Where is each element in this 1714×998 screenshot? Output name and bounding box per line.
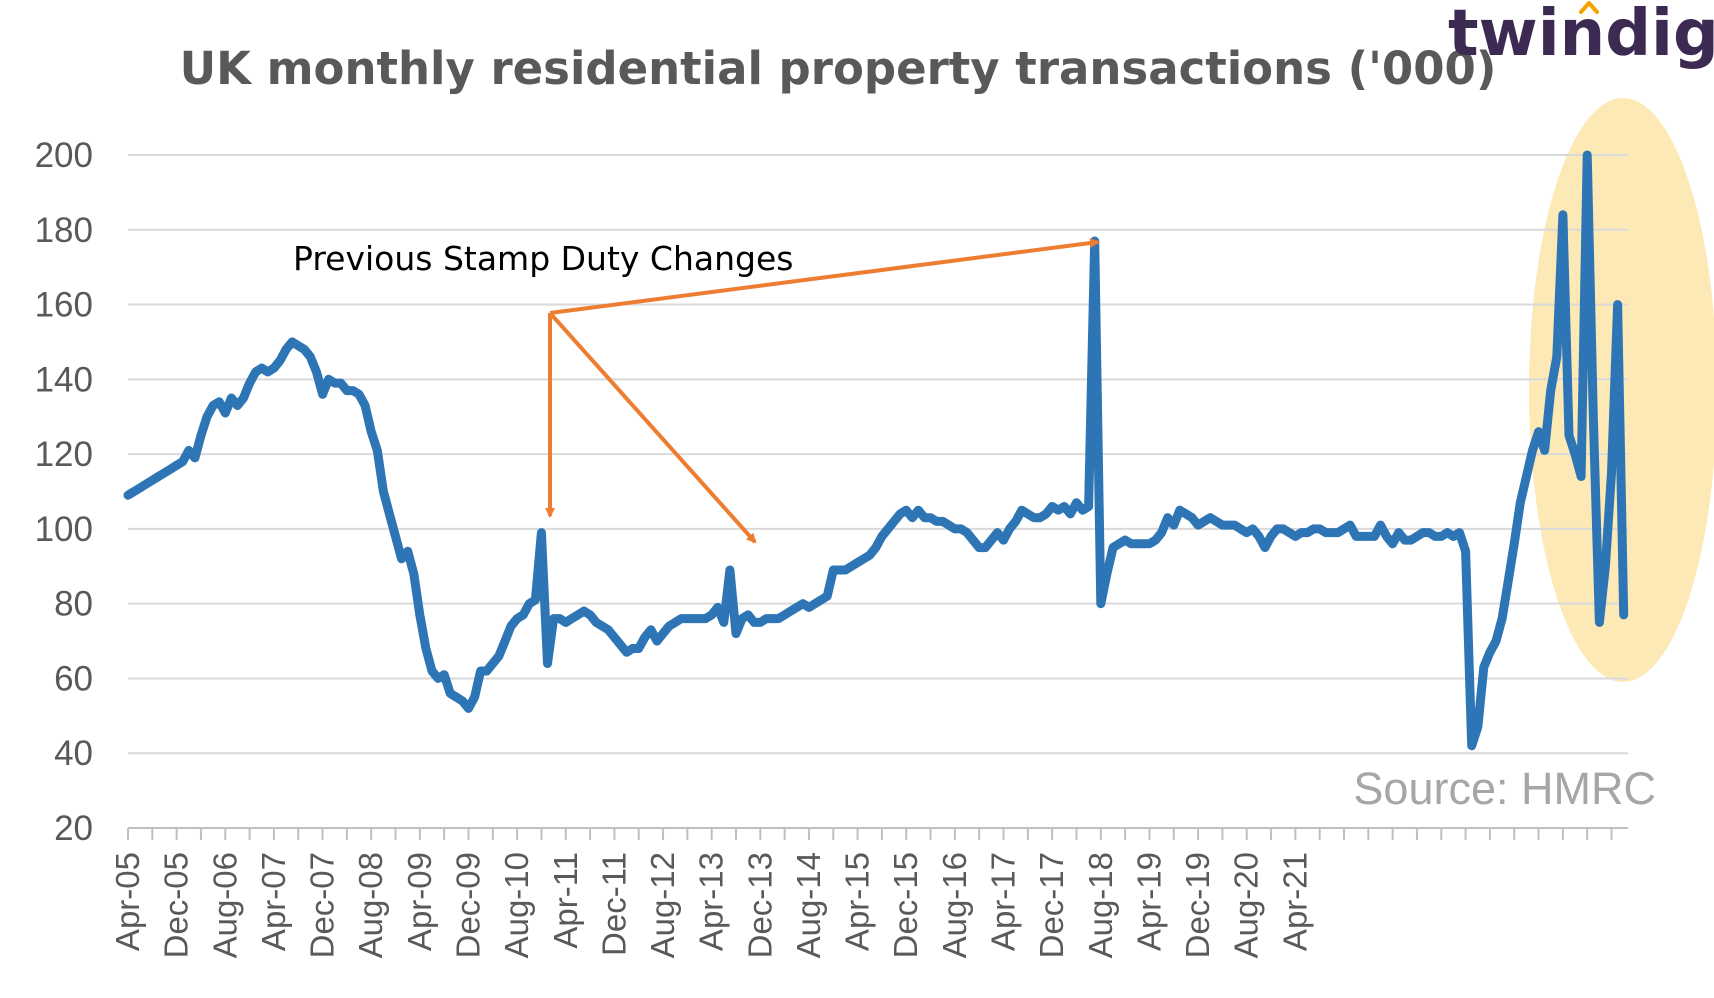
x-tick-label: Dec-07	[304, 852, 341, 958]
x-tick-label: Apr-17	[985, 852, 1022, 951]
x-tick-label: Dec-13	[741, 852, 778, 958]
logo-accent-icon	[1579, 1, 1599, 14]
x-tick-label: Dec-17	[1033, 852, 1070, 958]
x-tick-label: Dec-15	[887, 852, 924, 958]
y-tick-label: 60	[54, 659, 93, 698]
x-tick-label: Dec-11	[595, 852, 632, 956]
y-tick-label: 160	[35, 286, 93, 325]
annotation-label: Previous Stamp Duty Changes	[293, 239, 793, 278]
y-tick-label: 140	[35, 360, 93, 399]
x-tick-label: Apr-05	[109, 852, 146, 951]
arrow-to-mar-16	[549, 238, 1100, 315]
x-tick-label: Apr-21	[1276, 852, 1313, 951]
x-axis-ticks	[127, 828, 1613, 840]
chart-title: UK monthly residential property transact…	[180, 42, 1497, 95]
source-note: Source: HMRC	[1353, 763, 1656, 814]
x-tick-label: Dec-19	[1179, 852, 1216, 958]
x-axis-labels: Apr-05 Dec-05 Aug-06 Apr-07 Dec-07 Aug-08 Apr-…	[109, 852, 1313, 958]
x-tick-label: Apr-19	[1130, 852, 1167, 951]
x-tick-label: Dec-05	[158, 852, 195, 958]
x-tick-label: Apr-13	[693, 852, 730, 951]
x-tick-label: Aug-14	[790, 852, 827, 958]
x-tick-label: Apr-11	[547, 852, 584, 949]
x-tick-label: Apr-09	[401, 852, 438, 951]
x-tick-label: Aug-06	[206, 852, 243, 958]
annotation-arrows	[545, 238, 1100, 544]
y-tick-label: 20	[54, 809, 93, 848]
x-tick-label: Aug-16	[936, 852, 973, 958]
y-tick-label: 40	[54, 734, 93, 773]
x-tick-label: Aug-20	[1228, 852, 1265, 958]
x-tick-label: Apr-15	[839, 852, 876, 951]
series-line	[123, 150, 1629, 751]
x-tick-label: Aug-10	[498, 852, 535, 958]
y-tick-label: 80	[54, 585, 93, 624]
x-tick-label: Aug-08	[352, 852, 389, 958]
y-tick-label: 120	[35, 435, 93, 474]
x-tick-label: Dec-09	[449, 852, 486, 958]
x-tick-label: Aug-12	[644, 852, 681, 958]
x-tick-label: Apr-07	[255, 852, 292, 951]
y-tick-label: 180	[35, 211, 93, 250]
x-tick-label: Aug-18	[1082, 852, 1119, 958]
y-tick-label: 200	[35, 136, 93, 175]
twindig-logo[interactable]: twindig	[1448, 0, 1714, 71]
arrow-to-mar-12	[548, 311, 757, 544]
y-axis-labels: 20 40 60 80 100 120 140 160 180 200	[35, 136, 93, 848]
y-tick-label: 100	[35, 510, 93, 549]
